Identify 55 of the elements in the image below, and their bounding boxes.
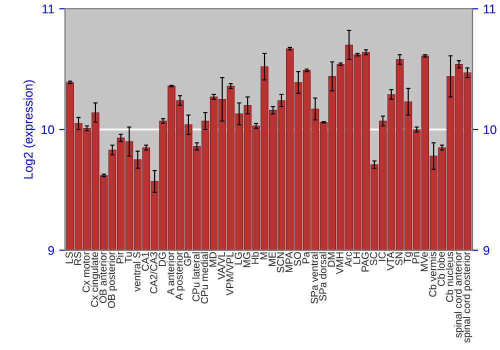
x-tick-label: SN — [395, 252, 403, 266]
x-tick-label: PAG — [362, 252, 369, 272]
x-tick-label: Cb vermis — [428, 252, 436, 297]
y-tick-label: 9 — [48, 246, 54, 255]
x-tick-label: CPu lateral — [192, 252, 200, 302]
x-tick-label: Tu — [124, 252, 132, 263]
x-tick-label: SPa ventral — [310, 252, 318, 304]
x-tick-label: Pa — [302, 252, 310, 264]
x-tick-label: OB anterior — [99, 252, 107, 303]
x-tick-label: SO — [294, 252, 302, 266]
x-tick-label: Pir — [116, 252, 124, 264]
x-tick-label: Arc — [344, 252, 352, 267]
x-tick-label: Cb lobe — [437, 252, 445, 286]
x-tick-label: M — [260, 252, 268, 260]
x-tick-label: DG — [158, 252, 166, 266]
x-tick-label: GP — [184, 252, 192, 266]
x-tick-label: Cx motor — [82, 252, 90, 292]
x-tick-label: CA1 — [142, 252, 149, 271]
x-tick-label: Pn — [412, 252, 420, 264]
x-tick-label: spinal cord posterior — [462, 252, 472, 343]
y2-tick-label: 10 — [484, 125, 496, 134]
x-tick-label: LH — [353, 252, 360, 264]
x-tick-label: VMH — [336, 252, 344, 274]
x-tick-label: MVe — [420, 252, 428, 272]
y-axis-title: Log2 (expression) — [23, 80, 36, 178]
x-tick-label: Cx cingulate — [90, 252, 100, 307]
x-tick-label: CA2/CA3 — [150, 252, 158, 294]
x-tick-label: SCN — [276, 252, 284, 273]
x-tick-label: ME — [268, 252, 276, 266]
x-tick-label: MD — [209, 252, 216, 267]
x-tick-label: VPM/VPL — [226, 252, 234, 296]
x-tick-label: VA/VL — [218, 252, 225, 280]
x-tick-label: A posterior — [175, 252, 185, 300]
x-tick-label: SC — [370, 252, 378, 266]
x-tick-label: OB posterior — [108, 252, 118, 308]
x-tick-label: CPu medial — [200, 252, 208, 304]
x-tick-label: MPA — [286, 252, 293, 272]
x-tick-label: IC — [378, 252, 386, 261]
y2-tick-label: 11 — [484, 4, 496, 14]
y-tick-label: 10 — [42, 125, 54, 134]
x-tick-label: DM — [328, 252, 335, 267]
y2-tick-label: 9 — [484, 246, 490, 255]
y-tick-label: 11 — [42, 4, 54, 14]
x-tick-label: LG — [234, 252, 242, 264]
x-tick-label: spinal cord anterior — [454, 252, 464, 338]
x-tick-label: Tg — [404, 252, 413, 264]
x-tick-label: A anterior — [166, 252, 174, 296]
x-tick-label: LS — [66, 252, 73, 264]
x-tick-label: Hb — [251, 252, 259, 264]
x-tick-label: MG — [243, 252, 250, 268]
x-tick-label: ventral S — [132, 252, 140, 292]
x-tick-label: Cb nucleus — [446, 252, 454, 302]
x-tick-label: SPa dorsal — [318, 252, 326, 301]
x-tick-label: RS — [74, 252, 82, 265]
x-tick-label: VTA — [386, 252, 394, 271]
